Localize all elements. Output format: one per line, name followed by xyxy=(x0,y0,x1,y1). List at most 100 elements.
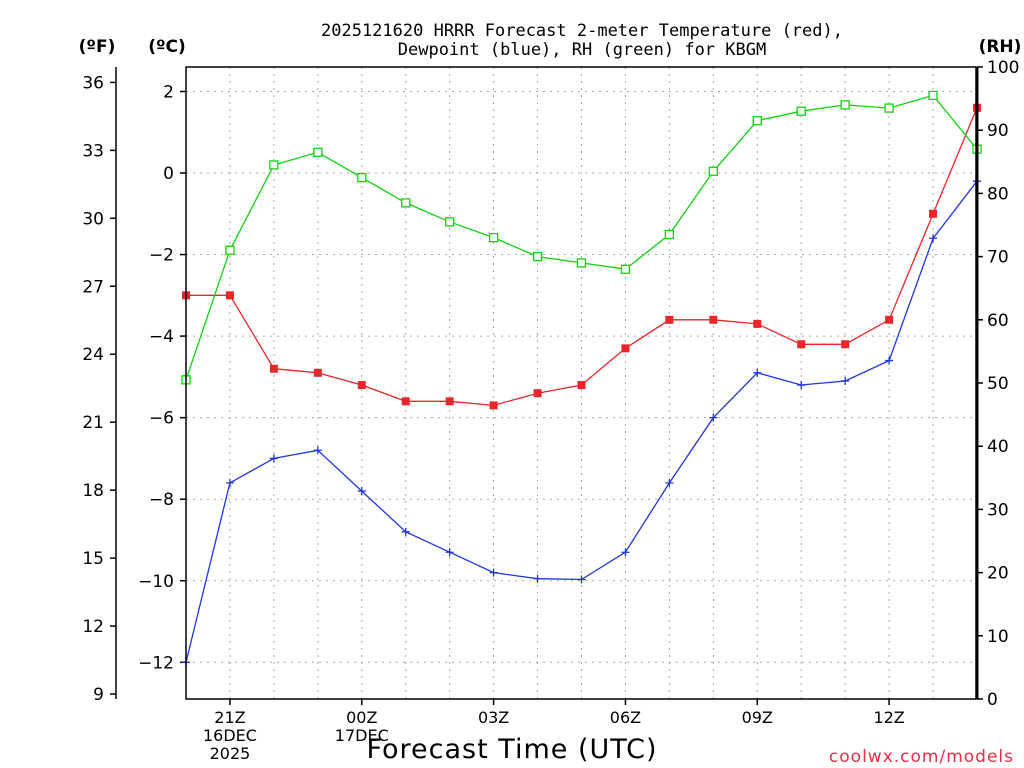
temperature-point xyxy=(533,389,542,398)
celsius-tick-label: 2 xyxy=(163,82,174,102)
rh-point xyxy=(225,245,235,255)
x-tick-label: 21Z xyxy=(214,708,245,727)
temperature-point xyxy=(885,315,894,324)
rh-point xyxy=(488,232,499,243)
celsius-tick-label: −2 xyxy=(149,246,174,266)
temperature-point xyxy=(225,291,234,300)
rh-point xyxy=(840,100,850,110)
fahrenheit-tick-label: 18 xyxy=(82,481,104,501)
temperature-point xyxy=(357,381,366,390)
fahrenheit-tick-label: 9 xyxy=(93,685,104,705)
rh-point xyxy=(576,258,587,268)
temperature-point xyxy=(445,397,454,406)
rh-unit-label: (RH) xyxy=(979,37,1022,57)
celsius-tick-label: −10 xyxy=(138,572,174,592)
fahrenheit-tick-label: 21 xyxy=(82,413,104,433)
x-tick-label: 00Z xyxy=(346,708,377,727)
fahrenheit-tick-label: 27 xyxy=(82,277,104,297)
fahrenheit-unit-label: (ºF) xyxy=(79,37,116,57)
fahrenheit-tick-label: 15 xyxy=(82,549,104,569)
temperature-point xyxy=(621,344,630,353)
dewpoint-point xyxy=(401,527,410,536)
rh-point xyxy=(401,198,411,208)
temperature-point xyxy=(577,381,586,390)
dewpoint-point xyxy=(665,478,674,487)
rh-point xyxy=(796,106,806,116)
dewpoint-line xyxy=(185,180,978,663)
dewpoint-point xyxy=(709,413,718,422)
rh-point xyxy=(532,251,543,262)
dewpoint-point xyxy=(313,446,322,455)
temperature-point xyxy=(797,340,806,349)
dewpoint-point xyxy=(621,548,630,557)
rh-tick-label: 70 xyxy=(987,248,1009,268)
x-axis-label: Forecast Time (UTC) xyxy=(366,734,657,765)
dewpoint-point xyxy=(533,574,542,583)
celsius-tick-label: −6 xyxy=(149,409,174,429)
dewpoint-point xyxy=(357,487,366,496)
rh-tick-label: 40 xyxy=(987,437,1009,457)
dewpoint-point xyxy=(577,575,586,584)
x-tick-label: 09Z xyxy=(742,708,773,727)
celsius-tick-label: −8 xyxy=(149,490,174,510)
x-tick-year-label: 2025 xyxy=(210,744,251,763)
rh-point xyxy=(928,90,938,101)
chart-title-line2: Dewpoint (blue), RH (green) for KBGM xyxy=(398,40,766,60)
temperature-point xyxy=(753,319,762,328)
rh-point xyxy=(752,116,762,126)
temperature-point xyxy=(709,315,718,324)
dewpoint-point xyxy=(841,376,850,385)
fahrenheit-tick-label: 12 xyxy=(82,617,104,637)
rh-tick-label: 50 xyxy=(987,374,1009,394)
temperature-point xyxy=(269,364,278,373)
temperature-point xyxy=(841,340,850,349)
rh-point xyxy=(708,166,718,176)
dewpoint-point xyxy=(929,234,938,243)
rh-tick-label: 60 xyxy=(987,311,1009,331)
celsius-tick-label: 0 xyxy=(163,164,174,184)
x-tick-label: 12Z xyxy=(873,708,904,727)
temperature-point xyxy=(665,315,674,324)
x-tick-date-label: 17DEC xyxy=(335,726,389,745)
rh-tick-label: 30 xyxy=(987,500,1009,520)
x-tick-date-label: 16DEC xyxy=(203,726,257,745)
fahrenheit-tick-label: 30 xyxy=(82,209,104,229)
temperature-point xyxy=(489,401,498,410)
temperature-point xyxy=(313,368,322,377)
rh-tick-label: 10 xyxy=(987,627,1009,647)
dewpoint-point xyxy=(753,368,762,377)
rh-point xyxy=(884,103,894,113)
celsius-unit-label: (ºC) xyxy=(148,37,186,57)
rh-tick-label: 0 xyxy=(987,690,998,710)
celsius-tick-label: −12 xyxy=(138,653,174,673)
dewpoint-point xyxy=(225,478,234,487)
celsius-tick-label: −4 xyxy=(149,327,174,347)
rh-point xyxy=(664,229,675,240)
x-tick-label: 03Z xyxy=(478,708,509,727)
rh-point xyxy=(357,172,367,183)
fahrenheit-tick-label: 36 xyxy=(82,73,104,93)
x-tick-label: 06Z xyxy=(610,708,641,727)
dewpoint-point xyxy=(885,356,894,365)
fahrenheit-tick-label: 24 xyxy=(82,345,104,365)
rh-tick-label: 90 xyxy=(987,121,1009,141)
rh-point xyxy=(620,264,631,274)
temperature-point xyxy=(929,209,938,218)
rh-tick-label: 100 xyxy=(987,58,1019,78)
rh-point xyxy=(445,217,455,227)
dewpoint-point xyxy=(797,381,806,390)
dewpoint-point xyxy=(445,548,454,557)
rh-point xyxy=(269,160,279,170)
dewpoint-point xyxy=(489,568,498,577)
dewpoint-point xyxy=(269,454,278,463)
watermark: coolwx.com/models xyxy=(829,747,1014,767)
data-series xyxy=(181,90,982,667)
rh-tick-label: 80 xyxy=(987,184,1009,204)
rh-point xyxy=(313,147,323,157)
chart-axes: 363330272421181512920−2−4−6−8−10−1210090… xyxy=(82,58,1019,763)
chart-title-line1: 2025121620 HRRR Forecast 2-meter Tempera… xyxy=(321,21,843,41)
rh-tick-label: 20 xyxy=(987,564,1009,584)
temperature-point xyxy=(401,397,410,406)
fahrenheit-tick-label: 33 xyxy=(82,141,104,161)
